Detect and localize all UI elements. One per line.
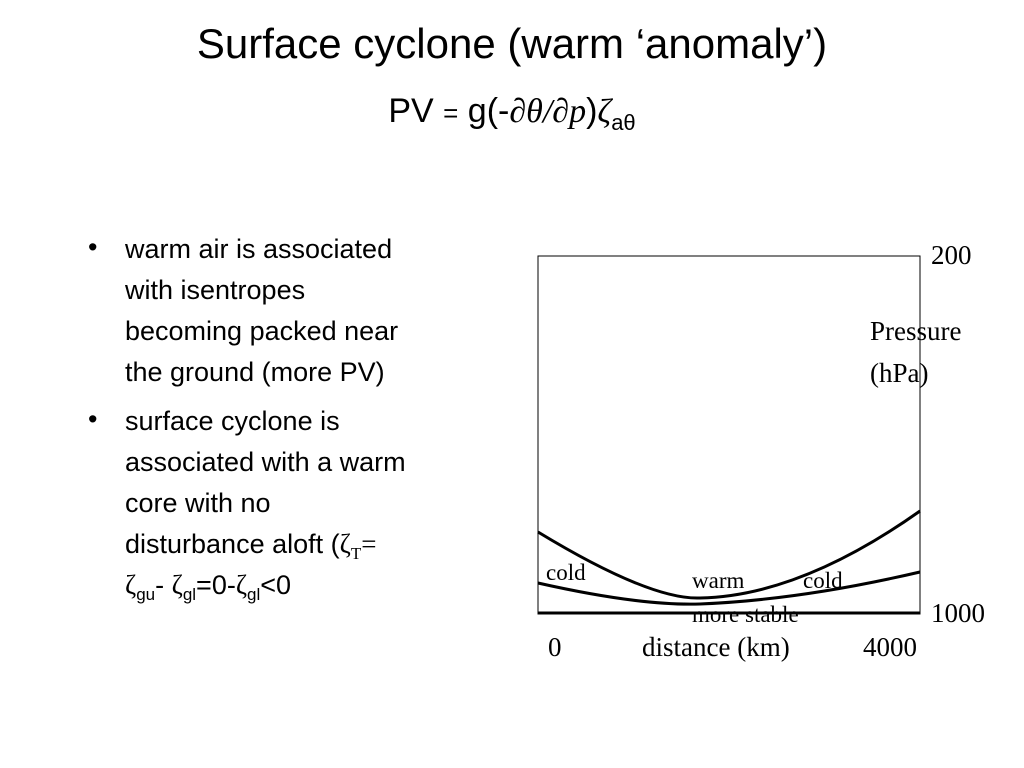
symbol: ζ <box>125 570 137 600</box>
text: =0- <box>196 570 236 600</box>
pressure-label: 200 <box>931 240 972 270</box>
title: Surface cyclone (warm ‘anomaly’) <box>196 20 828 67</box>
bullet-line: surface cyclone is <box>125 406 340 436</box>
formula-sub: aθ <box>611 110 636 135</box>
x-label: 0 <box>548 632 562 662</box>
subscript: gl <box>247 585 261 604</box>
axis-label: (hPa) <box>870 358 929 388</box>
text: - <box>155 570 165 600</box>
axis-label: Pressure <box>870 316 962 346</box>
bullet-line: the ground (more PV) <box>125 357 385 387</box>
bullet-marker: • <box>88 404 98 434</box>
formula-open: g(- <box>467 92 510 130</box>
formula-zeta: ζ <box>597 93 612 130</box>
symbol: ζ <box>171 570 183 600</box>
region-label: more stable <box>692 602 799 627</box>
subscript: T <box>350 544 362 563</box>
bullet-line: warm air is associated <box>125 234 393 264</box>
isentrope <box>537 509 921 600</box>
bullet-line: with isentropes <box>125 275 306 305</box>
symbol: = <box>361 529 377 559</box>
bullet-line: core with no <box>125 488 271 518</box>
subscript: gl <box>182 585 197 604</box>
bullet-marker: • <box>88 232 98 262</box>
diagram-frame <box>537 255 921 615</box>
text: disturbance aloft ( <box>125 529 340 559</box>
formula: PV = g(-∂θ/∂p)ζaθ <box>0 92 1024 136</box>
text: <0 <box>260 570 292 600</box>
formula-lhs: PV <box>388 92 434 130</box>
formula-close: ) <box>586 92 598 130</box>
bullet-line: ζgu- ζgl=0-ζgl<0 <box>125 565 291 615</box>
formula-ratio: ∂θ/∂p <box>509 93 587 130</box>
bullet-line: associated with a warm <box>125 447 406 477</box>
symbol: ζ <box>235 570 248 600</box>
subscript: gu <box>136 585 156 604</box>
pressure-label: 1000 <box>931 598 985 628</box>
region-label: warm <box>692 568 745 593</box>
bullet-line: disturbance aloft (ζT= <box>125 524 376 574</box>
x-label: 4000 <box>863 632 917 662</box>
region-label: cold <box>803 568 843 593</box>
bullet-line: becoming packed near <box>125 316 399 346</box>
region-label: cold <box>546 560 586 585</box>
formula-eq: = <box>443 98 459 128</box>
isentrope <box>537 570 921 606</box>
symbol: ζ <box>339 529 351 559</box>
x-label: distance (km) <box>642 632 790 662</box>
